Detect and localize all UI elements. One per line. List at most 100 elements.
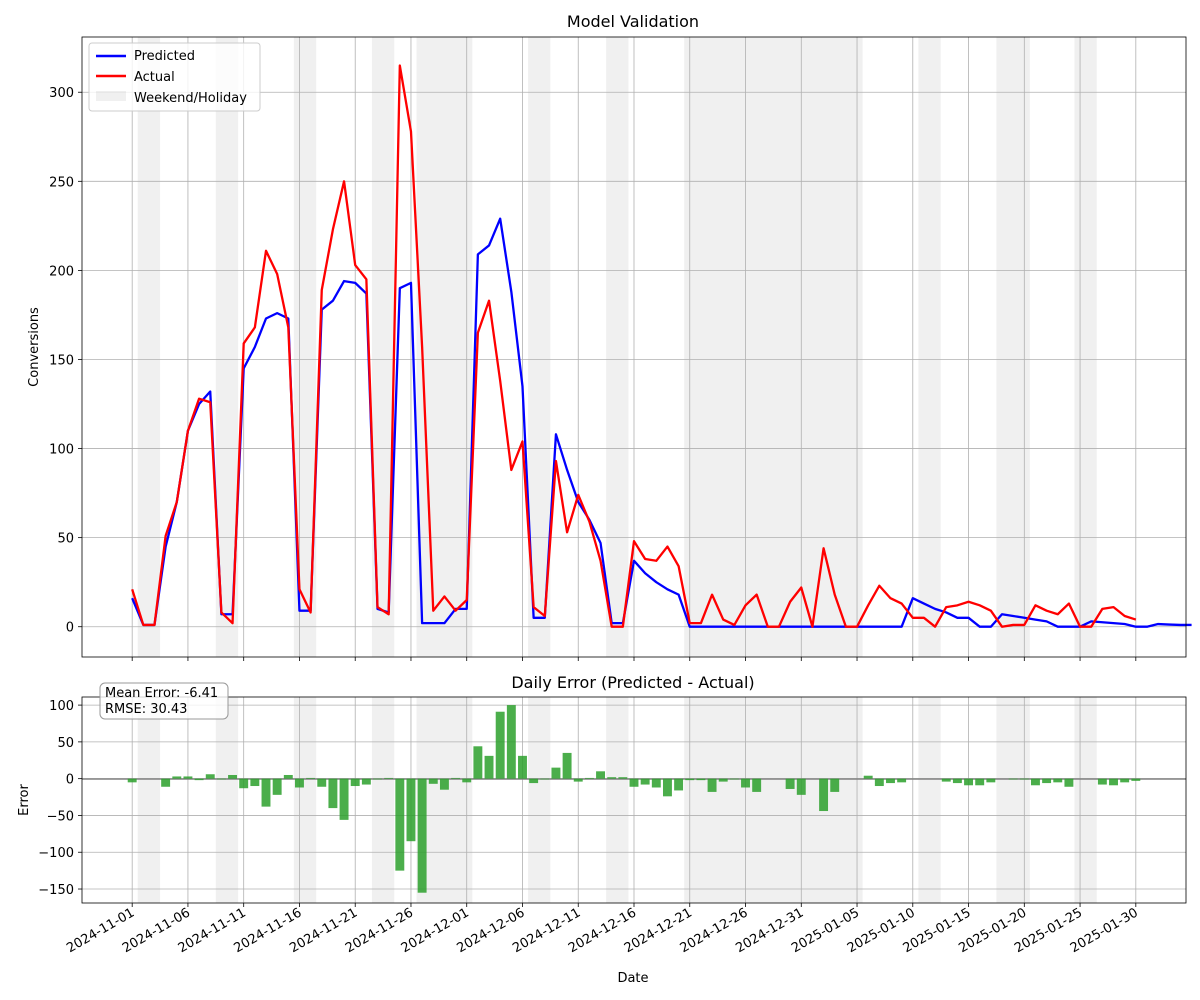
- error-bar: [562, 752, 572, 779]
- mean-error-text: Mean Error: -6.41: [105, 686, 218, 701]
- error-bar: [651, 778, 661, 788]
- error-bar: [384, 777, 394, 779]
- weekend-band: [918, 37, 941, 657]
- error-bar: [1042, 778, 1052, 784]
- error-bar: [350, 778, 360, 787]
- weekend-band: [371, 37, 395, 657]
- top-y-axis-label: Conversions: [27, 307, 42, 387]
- top-shaded-periods: [137, 37, 1097, 657]
- y-tick-label: −150: [38, 883, 74, 898]
- error-bar: [1064, 778, 1074, 787]
- bottom-y-ticks: −150 −100 −50 0 50 100: [38, 699, 82, 898]
- error-bar: [741, 778, 750, 788]
- y-tick-label: −100: [38, 846, 74, 861]
- error-bar: [439, 778, 449, 790]
- error-bar: [707, 778, 717, 792]
- legend-weekend-swatch: [96, 91, 126, 101]
- error-bar: [596, 771, 606, 779]
- weekend-band: [137, 37, 161, 657]
- error-bar: [897, 778, 907, 783]
- weekend-band: [996, 697, 1030, 903]
- error-bar: [1131, 778, 1141, 781]
- error-bar: [629, 778, 639, 787]
- error-bar: [216, 778, 226, 780]
- weekend-band: [684, 37, 863, 657]
- error-bar: [1120, 778, 1130, 783]
- error-bar: [1109, 778, 1118, 786]
- weekend-band: [996, 37, 1030, 657]
- top-gridlines: [82, 37, 1186, 657]
- weekend-band: [1074, 697, 1097, 903]
- top-series-lines: [131, 64, 1192, 628]
- y-tick-label: 0: [66, 773, 74, 788]
- y-tick-label: 300: [49, 86, 74, 101]
- error-bar: [886, 778, 895, 784]
- error-bar: [975, 778, 985, 786]
- error-bar: [573, 778, 583, 782]
- error-bar: [506, 705, 516, 779]
- error-bar: [361, 778, 371, 785]
- weekend-band: [528, 697, 551, 903]
- y-tick-label: 250: [49, 175, 74, 190]
- weekend-band: [215, 37, 239, 657]
- actual-line: [131, 64, 1137, 628]
- error-stats-box: Mean Error: -6.41 RMSE: 30.43: [99, 682, 229, 720]
- error-bar: [239, 778, 249, 789]
- error-bar: [484, 755, 494, 779]
- error-bar: [863, 775, 873, 779]
- error-bar: [462, 778, 472, 783]
- error-bar: [395, 778, 405, 871]
- weekend-band: [371, 697, 395, 903]
- weekend-band: [293, 697, 317, 903]
- weekend-band: [528, 37, 551, 657]
- weekend-band: [215, 697, 239, 903]
- weekend-band: [684, 697, 863, 903]
- error-bar: [674, 778, 684, 791]
- error-bar: [830, 778, 840, 792]
- legend-box: [88, 42, 261, 112]
- error-bar: [640, 778, 650, 785]
- error-bar: [205, 774, 215, 779]
- weekend-band: [1074, 37, 1097, 657]
- error-bar: [228, 774, 238, 779]
- error-bar: [618, 777, 628, 779]
- legend-actual-label: Actual: [134, 70, 175, 85]
- error-bar: [518, 755, 527, 779]
- y-tick-label: −50: [47, 809, 74, 824]
- error-bar: [1019, 778, 1029, 780]
- error-bar: [283, 774, 293, 779]
- error-bar: [373, 778, 382, 780]
- error-bar: [294, 778, 304, 788]
- error-bar: [272, 778, 282, 795]
- y-tick-label: 50: [57, 532, 74, 547]
- error-stats-frame: [99, 682, 229, 720]
- error-bar: [529, 778, 539, 784]
- y-tick-label: 0: [66, 621, 74, 636]
- error-bar: [796, 778, 806, 795]
- error-bar: [428, 778, 438, 784]
- error-bar: [261, 778, 271, 807]
- y-tick-label: 200: [49, 264, 74, 279]
- error-bar: [1008, 778, 1018, 780]
- rmse-text: RMSE: 30.43: [105, 702, 187, 717]
- error-bar: [317, 778, 327, 787]
- error-bar: [328, 778, 338, 809]
- predicted-line: [131, 217, 1192, 628]
- bottom-plot-title: Daily Error (Predicted - Actual): [511, 673, 754, 692]
- top-plot: Model Validation 0 50 100 150 200 250 300 Conv…: [27, 12, 1192, 661]
- weekend-band: [918, 697, 941, 903]
- error-bar: [685, 778, 695, 781]
- error-bar: [161, 778, 171, 787]
- error-bar: [752, 778, 762, 792]
- top-x-ticks: [131, 657, 1137, 661]
- top-plot-title: Model Validation: [567, 12, 699, 31]
- error-bar: [250, 778, 260, 787]
- error-bars: [127, 705, 1141, 893]
- error-bar: [127, 778, 137, 783]
- y-tick-label: 50: [57, 736, 74, 751]
- error-bar: [1097, 778, 1107, 785]
- y-tick-label: 100: [49, 443, 74, 458]
- error-bar: [1030, 778, 1040, 786]
- error-bar: [473, 746, 483, 779]
